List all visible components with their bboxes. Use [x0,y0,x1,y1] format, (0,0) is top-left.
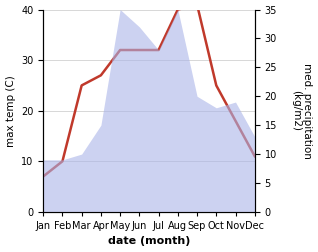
Y-axis label: max temp (C): max temp (C) [5,75,16,147]
Y-axis label: med. precipitation
(kg/m2): med. precipitation (kg/m2) [291,63,313,159]
X-axis label: date (month): date (month) [108,236,190,246]
